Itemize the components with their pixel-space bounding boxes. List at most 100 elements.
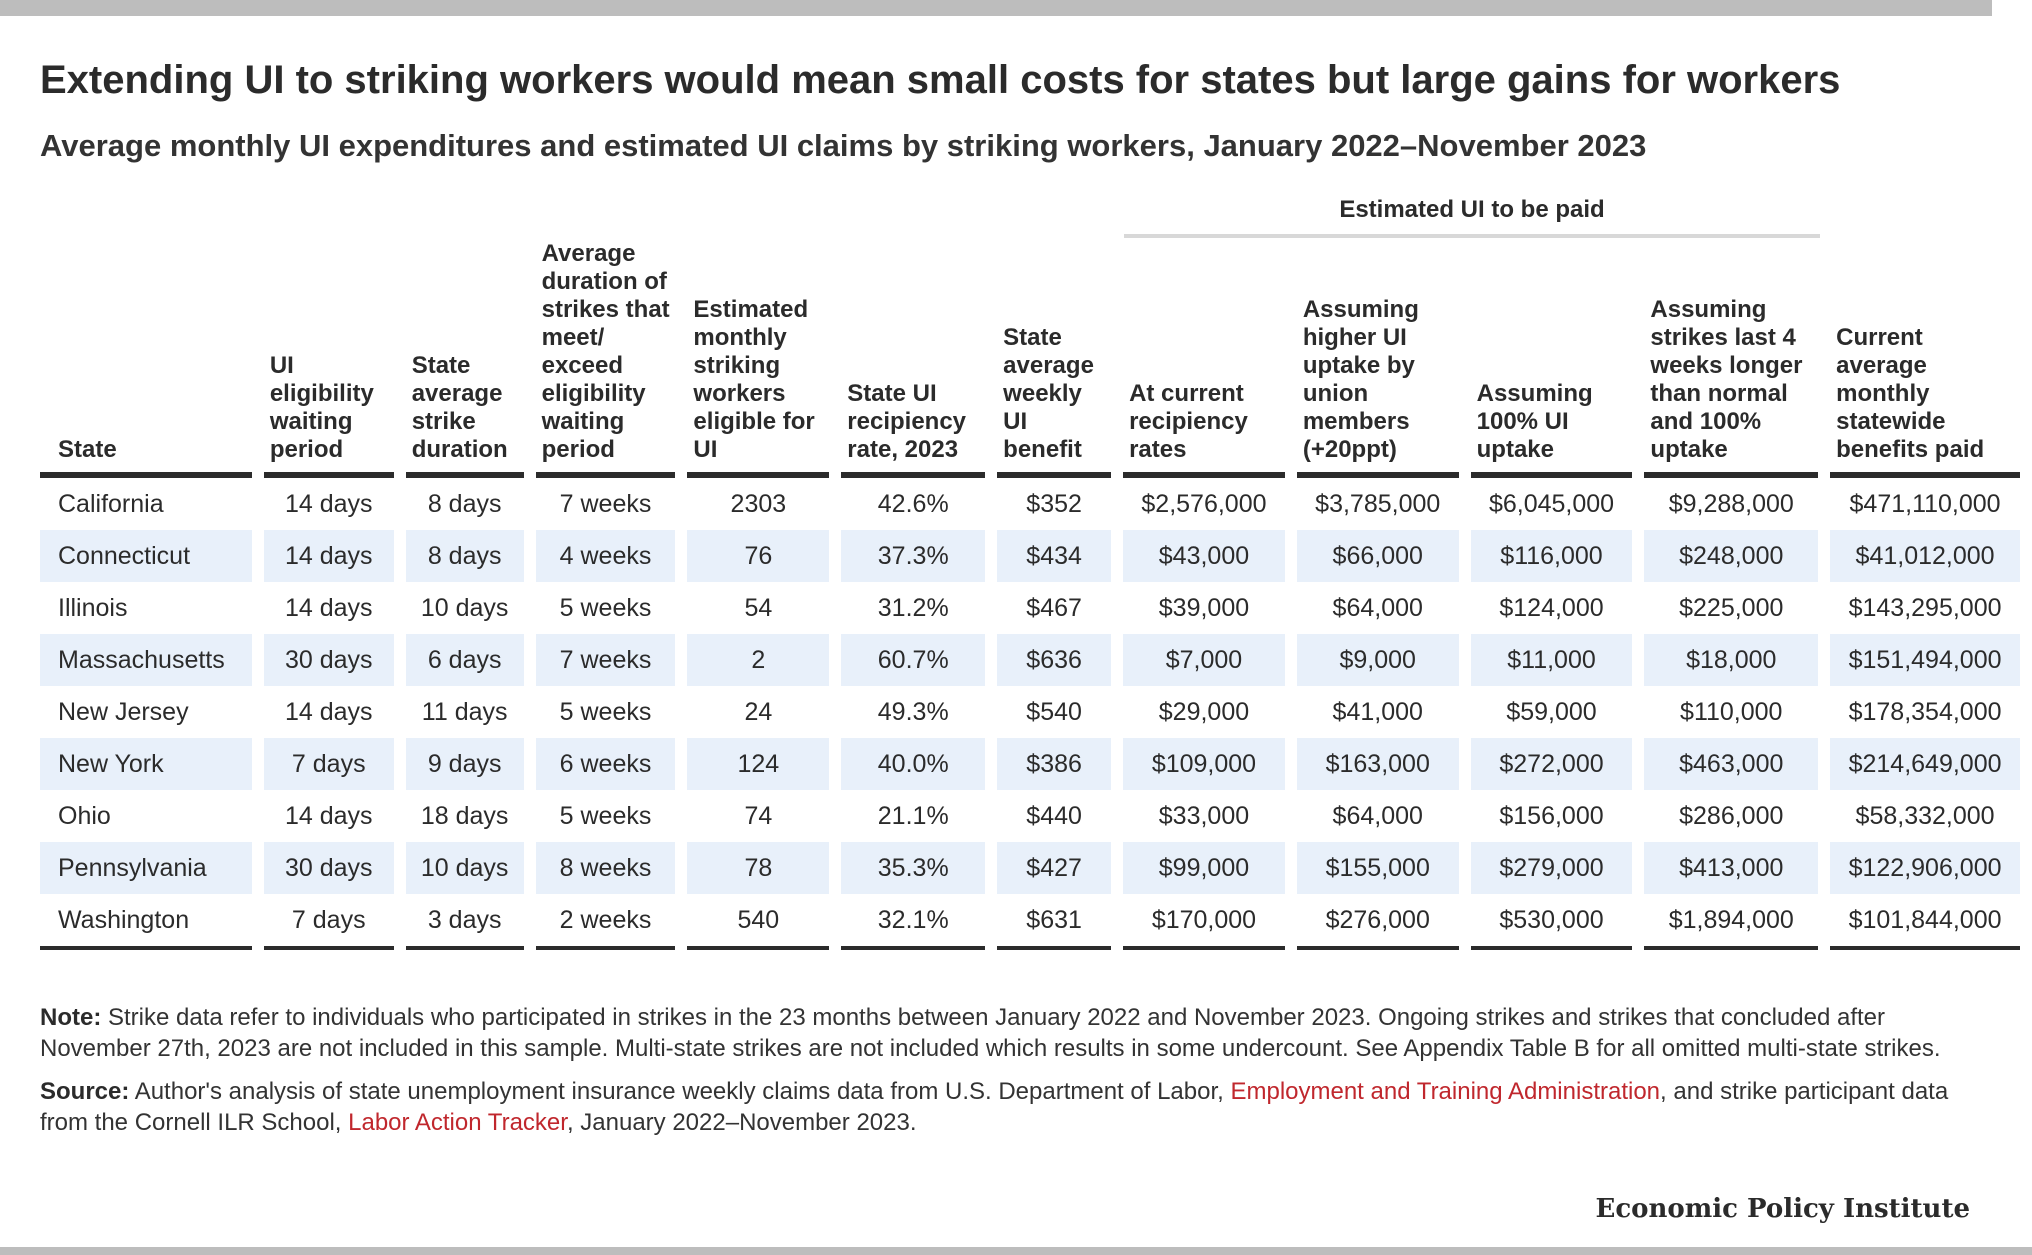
table-cell: $2,576,000 [1141, 489, 1267, 518]
ui-data-table: State UI eligibility waiting period State … [28, 240, 2032, 950]
source-text-2: , and strike participant data from the C… [40, 1078, 1949, 1136]
table-row: Connecticut 14 days 8 days 4 weeks 76 37.3% $4… [40, 530, 2020, 582]
table-cell: $11,000 [1470, 634, 1633, 686]
table-cell: $463,000 [1644, 738, 1819, 790]
column-header: UI eligibility waiting period [263, 240, 394, 478]
state-name-cell: New Jersey [58, 697, 189, 726]
table-header-row: State UI eligibility waiting period State … [40, 240, 2020, 478]
table-row: New Jersey 14 days 11 days 5 weeks 24 49.3% $5… [40, 686, 2020, 738]
column-header: At current recipiency rates [1123, 240, 1285, 478]
group-header-estimated-ui: Estimated UI to be paid [1124, 196, 1820, 238]
table-row: Ohio 14 days 18 days 5 weeks 74 21.1% $440 $33,… [40, 790, 2020, 842]
column-header: Assuming strikes last 4 weeks longer tha… [1644, 240, 1819, 478]
table-cell: 31.2% [877, 593, 949, 622]
table-cell: $163,000 [1296, 738, 1459, 790]
table-cell: 14 days [284, 697, 373, 726]
source-text-3: , January 2022–November 2023. [566, 1109, 917, 1136]
table-cell: $122,906,000 [1830, 842, 2020, 894]
table-cell: 10 days [420, 593, 509, 622]
table-cell: $214,649,000 [1830, 738, 2020, 790]
table-cell: $143,295,000 [1848, 593, 2002, 622]
table-cell: 5 weeks [559, 697, 652, 726]
table-cell: 4 weeks [535, 530, 676, 582]
table-cell: 14 days [284, 801, 373, 830]
table-cell: $530,000 [1470, 894, 1633, 950]
table-cell: $6,045,000 [1488, 489, 1615, 518]
note-paragraph: Note: Strike data refer to individuals w… [40, 1002, 1990, 1064]
table-cell: 7 weeks [535, 634, 676, 686]
table-cell: $64,000 [1332, 593, 1423, 622]
table-cell: $18,000 [1644, 634, 1819, 686]
state-name-cell: Massachusetts [40, 634, 252, 686]
link-labor-action-tracker[interactable]: Labor Action Tracker [348, 1109, 567, 1136]
table-cell: 30 days [263, 634, 394, 686]
notes-section: Note: Strike data refer to individuals w… [40, 1002, 1990, 1150]
table-cell: 18 days [420, 801, 509, 830]
table-cell: $29,000 [1158, 697, 1250, 726]
table-row: Illinois 14 days 10 days 5 weeks 54 31.2% $467… [40, 582, 2020, 634]
table-cell: $225,000 [1679, 593, 1784, 622]
source-label: Source: [40, 1078, 130, 1105]
table-cell: 7 days [263, 894, 394, 950]
table-cell: $440 [1026, 801, 1082, 830]
table-cell: 42.6% [877, 489, 949, 518]
state-name-cell: California [58, 489, 164, 518]
table-cell: 24 [744, 697, 773, 726]
table-cell: 49.3% [877, 697, 949, 726]
source-paragraph: Source: Author's analysis of state unemp… [40, 1076, 1990, 1138]
table-cell: 540 [687, 894, 830, 950]
table-cell: $276,000 [1296, 894, 1459, 950]
column-header: Average duration of strikes that meet/ e… [535, 240, 676, 478]
table-cell: $248,000 [1644, 530, 1819, 582]
table-cell: $540 [1026, 697, 1082, 726]
table-cell: $155,000 [1296, 842, 1459, 894]
table-cell: $170,000 [1123, 894, 1285, 950]
table-cell: $66,000 [1296, 530, 1459, 582]
table-cell: $124,000 [1499, 593, 1604, 622]
table-cell: $41,012,000 [1830, 530, 2020, 582]
table-cell: $178,354,000 [1848, 697, 2002, 726]
page-title: Extending UI to striking workers would m… [40, 58, 1841, 102]
table-cell: $41,000 [1332, 697, 1423, 726]
table-cell: 2303 [730, 489, 787, 518]
table-cell: $59,000 [1506, 697, 1597, 726]
table-cell: 76 [687, 530, 830, 582]
table-cell: $386 [997, 738, 1112, 790]
table-cell: 8 days [427, 489, 502, 518]
note-label: Note: [40, 1004, 102, 1031]
table-cell: 5 weeks [559, 801, 652, 830]
table-cell: 10 days [405, 842, 524, 894]
table-row: Pennsylvania 30 days 10 days 8 weeks 78 35.3%… [40, 842, 2020, 894]
table-cell: $43,000 [1123, 530, 1285, 582]
top-border-bar [0, 0, 1992, 16]
table-row: Washington 7 days 3 days 2 weeks 540 32.1% $63… [40, 894, 2020, 950]
table-cell: $64,000 [1332, 801, 1423, 830]
table-cell: $9,000 [1296, 634, 1459, 686]
table-cell: 9 days [405, 738, 524, 790]
table-cell: $7,000 [1123, 634, 1285, 686]
table-cell: $99,000 [1123, 842, 1285, 894]
table-cell: $101,844,000 [1830, 894, 2020, 950]
table-cell: $636 [997, 634, 1112, 686]
source-text-1: Author's analysis of state unemployment … [134, 1078, 1224, 1105]
bottom-border-bar [0, 1247, 2032, 1255]
table-cell: $116,000 [1470, 530, 1633, 582]
table-cell: 2 weeks [535, 894, 676, 950]
table-cell: $110,000 [1680, 697, 1783, 726]
table-cell: 32.1% [841, 894, 986, 950]
table-cell: 124 [687, 738, 830, 790]
table-cell: $58,332,000 [1855, 801, 1995, 830]
table-cell: $272,000 [1470, 738, 1633, 790]
link-employment-training-administration[interactable]: Employment and Training Administration [1230, 1078, 1661, 1105]
table-row: Massachusetts 30 days 6 days 7 weeks 2 60.7% $… [40, 634, 2020, 686]
table-cell: $467 [1026, 593, 1082, 622]
table-cell: $3,785,000 [1315, 489, 1441, 518]
table-cell: 14 days [284, 489, 373, 518]
table-cell: 35.3% [841, 842, 986, 894]
table-cell: $434 [997, 530, 1112, 582]
table-cell: $151,494,000 [1830, 634, 2020, 686]
page-subtitle: Average monthly UI expenditures and esti… [40, 128, 1647, 163]
table-cell: $427 [997, 842, 1112, 894]
state-name-cell: New York [40, 738, 252, 790]
table-cell: $109,000 [1123, 738, 1285, 790]
